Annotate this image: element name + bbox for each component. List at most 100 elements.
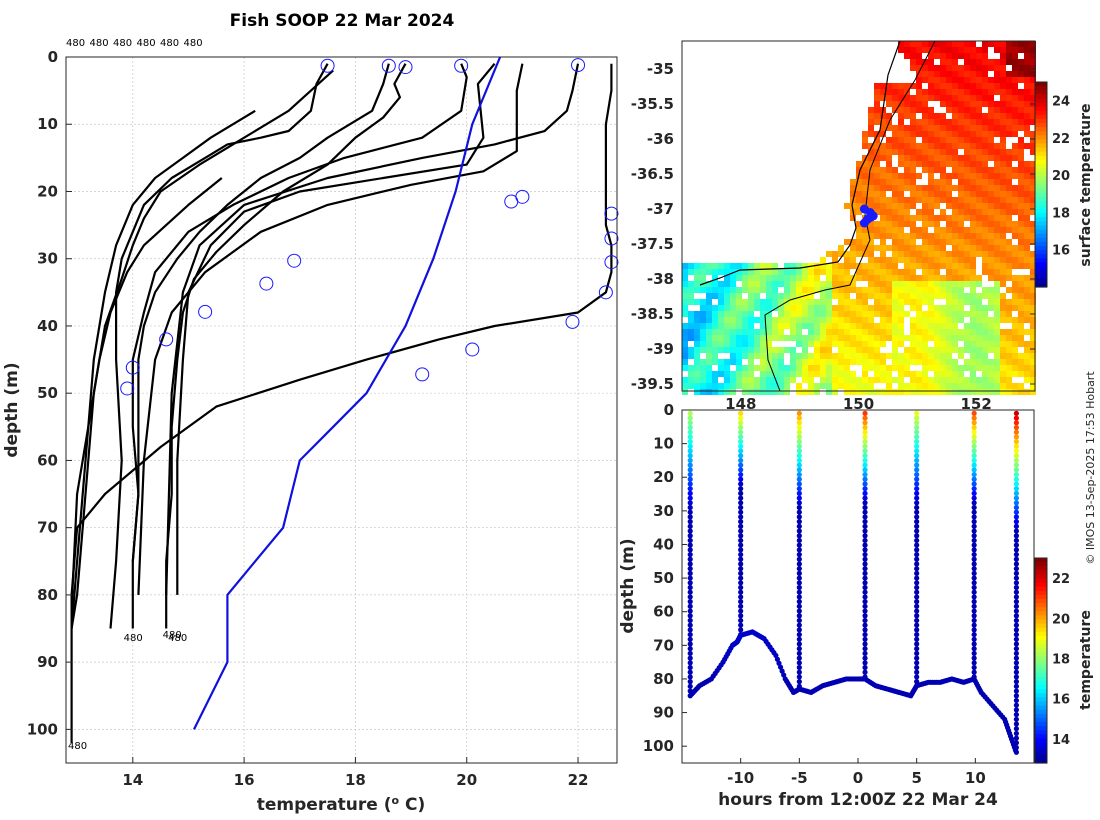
profile-line [137, 63, 524, 595]
sst-pixel [868, 125, 874, 131]
sst-pixel [946, 329, 952, 335]
sst-pixel [886, 233, 892, 239]
sst-pixel [880, 317, 886, 323]
cast-sample-point [971, 420, 977, 426]
sst-pixel [1024, 221, 1030, 227]
sst-pixel [958, 335, 964, 341]
sst-pixel [988, 125, 994, 131]
sst-pixel [1000, 65, 1006, 71]
cast-sample-point [796, 542, 802, 548]
sst-pixel [994, 161, 1000, 167]
sst-pixel [1018, 167, 1024, 173]
sst-pixel [808, 311, 814, 317]
sst-pixel [1012, 335, 1018, 341]
sst-pixel [862, 269, 868, 275]
sst-pixel [940, 155, 946, 161]
sst-pixel [868, 389, 874, 395]
sst-pixel [922, 155, 928, 161]
sst-pixel [916, 311, 922, 317]
sst-pixel [952, 215, 958, 221]
sst-pixel [892, 281, 898, 287]
sst-pixel [1012, 221, 1018, 227]
sst-pixel [976, 323, 982, 329]
sst-pixel [688, 371, 694, 377]
sst-pixel [1024, 245, 1030, 251]
sst-pixel [778, 305, 784, 311]
sst-pixel [862, 359, 868, 365]
cast-sample-point [687, 443, 693, 449]
sst-pixel [976, 113, 982, 119]
sst-pixel [736, 299, 742, 305]
sst-pixel [760, 323, 766, 329]
cast-sample-point [1013, 617, 1020, 624]
sst-pixel [958, 299, 964, 305]
cast-sample-point [796, 575, 802, 581]
sst-pixel [946, 47, 952, 53]
sst-pixel [874, 323, 880, 329]
sst-pixel [700, 317, 706, 323]
sst-pixel [814, 311, 820, 317]
map-y-tick-label: -36.5 [631, 165, 674, 183]
cast-sample-point [914, 561, 920, 567]
sst-pixel [784, 287, 790, 293]
sst-pixel [922, 197, 928, 203]
sst-pixel [892, 191, 898, 197]
sst-pixel [1006, 149, 1012, 155]
map-colorbar-swatch [1035, 200, 1047, 206]
sst-pixel [898, 365, 904, 371]
sst-pixel [976, 179, 982, 185]
ts-colorbar-swatch [1035, 640, 1047, 645]
sst-pixel [928, 389, 934, 395]
cast-sample-point [738, 627, 744, 633]
sst-pixel [1006, 263, 1012, 269]
sst-pixel [910, 239, 916, 245]
top-label: 480 [160, 38, 179, 49]
sst-pixel [970, 347, 976, 353]
cast-sample-point [796, 439, 802, 445]
sst-pixel [814, 371, 820, 377]
sst-pixel [838, 299, 844, 305]
map-colorbar-swatch [1035, 225, 1047, 231]
sst-pixel [910, 377, 916, 383]
sst-pixel [910, 389, 916, 395]
sst-pixel [1000, 341, 1006, 347]
sst-pixel [988, 371, 994, 377]
x-tick-label: 22 [568, 771, 589, 789]
cast-sample-point [687, 617, 693, 624]
sst-pixel [1024, 257, 1030, 263]
sst-pixel [964, 209, 970, 215]
sst-pixel [886, 281, 892, 287]
sst-pixel [706, 269, 712, 275]
sst-pixel [946, 149, 952, 155]
sst-pixel [952, 383, 958, 389]
sst-pixel [1024, 197, 1030, 203]
sst-pixel [880, 239, 886, 245]
ts-colorbar-swatch [1035, 713, 1047, 719]
map-colorbar-swatch [1035, 135, 1047, 140]
map-colorbar-swatch [1035, 282, 1047, 288]
cast-sample-point [738, 547, 744, 553]
sst-pixel [868, 383, 874, 389]
map-colorbar-swatch [1035, 155, 1047, 161]
sst-pixel [880, 269, 886, 275]
sst-pixel [718, 269, 724, 275]
sst-pixel [868, 107, 874, 113]
sst-pixel [850, 191, 856, 197]
sst-pixel [820, 257, 826, 263]
sst-pixel [742, 341, 748, 347]
sst-pixel [970, 263, 976, 269]
sst-pixel [712, 335, 718, 341]
sst-pixel [940, 263, 946, 269]
sst-pixel [976, 365, 982, 371]
profile-markers [120, 58, 619, 396]
sst-pixel [886, 299, 892, 305]
sst-pixel [874, 233, 880, 239]
sst-pixel [898, 383, 904, 389]
sst-pixel [934, 161, 940, 167]
sst-pixel [682, 353, 688, 359]
cast-sample-point [971, 533, 977, 539]
ts-y-tick-label: 40 [653, 535, 674, 553]
sst-pixel [832, 251, 838, 257]
sst-pixel [970, 233, 976, 239]
